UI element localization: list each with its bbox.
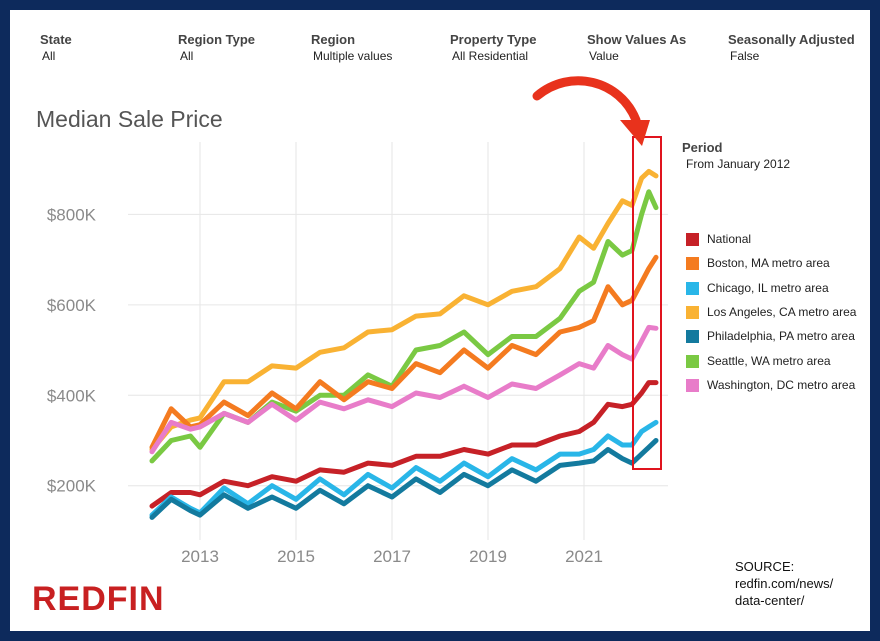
legend: Period From January 2012 National Boston,…: [682, 140, 856, 392]
filter-bar: State All Region Type All Region Multiple val…: [10, 32, 870, 72]
legend-label: Los Angeles, CA metro area: [707, 304, 857, 319]
x-tick-label: 2017: [373, 547, 411, 566]
filter-value[interactable]: All: [180, 49, 194, 63]
arrow-head-icon: [620, 120, 650, 146]
legend-label: Washington, DC metro area: [707, 377, 856, 392]
filter-value[interactable]: All: [42, 49, 56, 63]
legend-label: Boston, MA metro area: [707, 256, 830, 271]
chart-title: Median Sale Price: [36, 106, 223, 132]
y-tick-label: $400K: [47, 386, 97, 405]
line-chart: 2013 2015 2017 2019 2021 $200K $400K $600K $800K: [47, 76, 668, 566]
source-line: data-center/: [735, 593, 805, 608]
legend-label: Chicago, IL metro area: [707, 280, 829, 295]
legend-swatch: [686, 281, 699, 295]
filter-label: Seasonally Adjusted: [728, 32, 855, 47]
legend-label: Seattle, WA metro area: [707, 353, 831, 368]
series-line: [149, 438, 659, 520]
filter-label: Region Type: [178, 32, 256, 47]
legend-swatch: [686, 330, 699, 344]
legend-label: National: [707, 232, 752, 246]
legend-swatch: [686, 257, 699, 271]
legend-swatch: [686, 233, 699, 246]
filter-state[interactable]: State All: [40, 32, 72, 63]
chart-frame: State All Region Type All Region Multiple val…: [10, 10, 870, 631]
series-line: [149, 419, 659, 518]
filter-region-type[interactable]: Region Type All: [178, 32, 255, 63]
filter-value[interactable]: Value: [589, 49, 619, 63]
x-tick-label: 2021: [565, 547, 603, 566]
y-tick-label: $200K: [47, 477, 97, 496]
filter-show-values-as[interactable]: Show Values As Value: [587, 32, 686, 63]
source-line: redfin.com/news/: [735, 576, 834, 591]
legend-label: Philadelphia, PA metro area: [707, 329, 855, 344]
filter-value[interactable]: False: [730, 49, 760, 63]
filter-region[interactable]: Region Multiple values: [311, 32, 392, 63]
filter-label: Property Type: [450, 32, 537, 47]
series-line: [149, 254, 659, 450]
y-tick-label: $800K: [47, 205, 97, 224]
series-line: [149, 380, 659, 509]
period-title: Period: [682, 140, 723, 155]
legend-swatch: [686, 354, 699, 368]
filter-seasonally-adjusted[interactable]: Seasonally Adjusted False: [728, 32, 855, 63]
source-line: SOURCE:: [735, 559, 795, 574]
filter-label: Show Values As: [587, 32, 687, 47]
series-line: [149, 324, 659, 455]
filter-value[interactable]: All Residential: [452, 49, 529, 63]
period-value: From January 2012: [686, 157, 791, 171]
x-tick-label: 2013: [181, 547, 219, 566]
x-tick-label: 2015: [277, 547, 315, 566]
highlight-box: [632, 136, 662, 470]
filter-property-type[interactable]: Property Type All Residential: [450, 32, 536, 63]
arrow-icon: [532, 76, 641, 125]
y-tick-label: $600K: [47, 296, 97, 315]
filter-label: State: [40, 32, 72, 47]
legend-swatch: [686, 378, 699, 392]
series-line: [149, 168, 659, 452]
filter-value[interactable]: Multiple values: [313, 49, 393, 63]
source-note: SOURCE: redfin.com/news/ data-center/: [735, 558, 865, 609]
x-tick-label: 2019: [469, 547, 507, 566]
redfin-logo: REDFIN: [32, 580, 165, 618]
filter-label: Region: [311, 32, 356, 47]
legend-swatch: [686, 305, 699, 319]
